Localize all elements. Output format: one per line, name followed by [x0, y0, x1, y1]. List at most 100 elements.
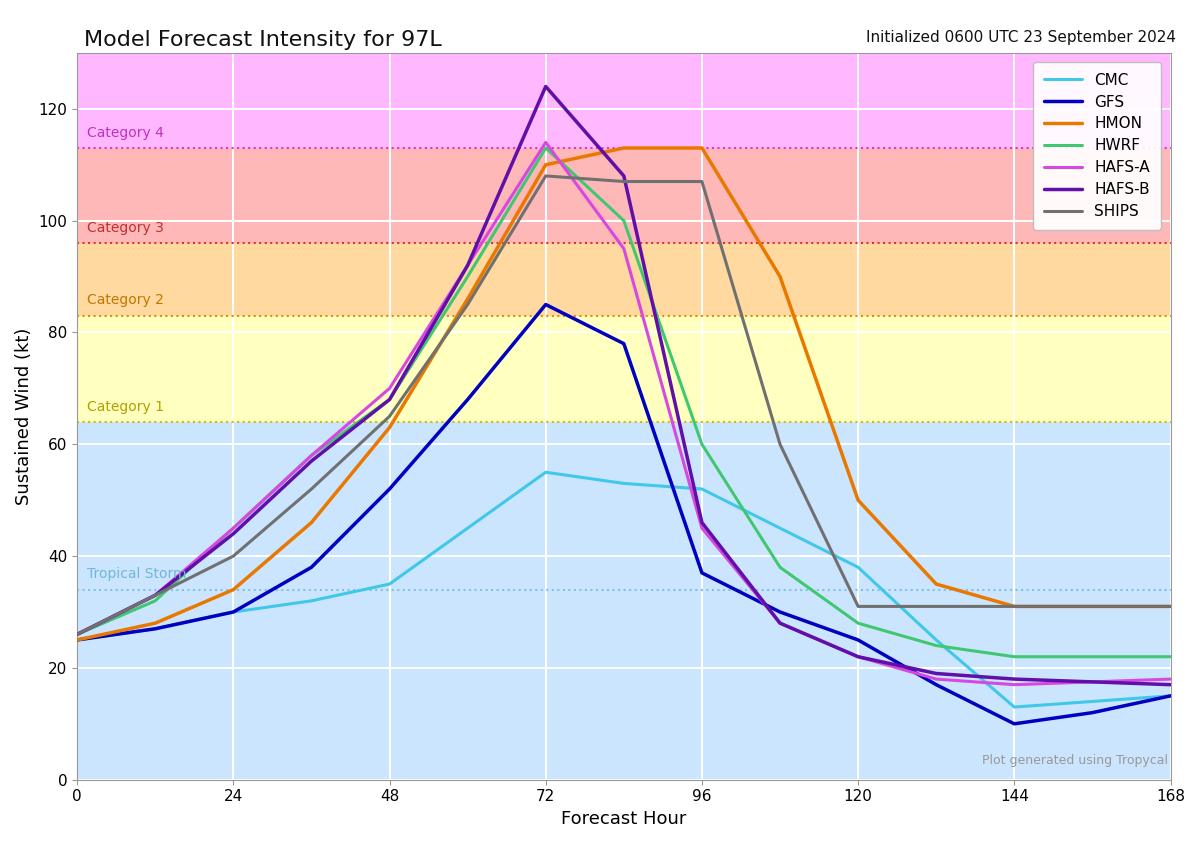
HAFS-B — [148, 590, 162, 600]
Line: HAFS-B: HAFS-B — [77, 87, 1170, 685]
HAFS-B — [773, 618, 787, 628]
HWRF — [383, 395, 397, 405]
HAFS-A — [148, 590, 162, 600]
CMC — [539, 467, 553, 477]
Text: Category 3: Category 3 — [86, 221, 163, 234]
Line: CMC: CMC — [77, 472, 1170, 707]
HAFS-A — [695, 524, 709, 534]
HMON — [929, 579, 943, 589]
Bar — [77, 243, 1170, 315]
HAFS-B — [383, 395, 397, 405]
Text: Model Forecast Intensity for 97L: Model Forecast Intensity for 97L — [84, 30, 442, 50]
HMON — [851, 495, 865, 505]
HAFS-B — [1007, 674, 1021, 685]
Text: Category 4: Category 4 — [86, 126, 163, 140]
HMON — [305, 518, 319, 528]
CMC — [929, 635, 943, 645]
CMC — [148, 624, 162, 634]
HAFS-B — [226, 529, 240, 539]
Line: SHIPS: SHIPS — [77, 176, 1170, 635]
CMC — [617, 478, 631, 488]
SHIPS — [617, 176, 631, 186]
CMC — [70, 635, 84, 645]
HAFS-A — [305, 450, 319, 460]
GFS — [1163, 690, 1177, 701]
HWRF — [773, 562, 787, 572]
Line: HWRF: HWRF — [77, 148, 1170, 657]
Bar — [77, 0, 1170, 148]
Text: Category 2: Category 2 — [86, 293, 163, 308]
CMC — [851, 562, 865, 572]
HMON — [617, 143, 631, 153]
SHIPS — [695, 176, 709, 186]
HWRF — [305, 450, 319, 460]
GFS — [773, 607, 787, 617]
Text: Category 1: Category 1 — [86, 400, 164, 414]
HMON — [539, 159, 553, 169]
GFS — [1085, 707, 1099, 717]
HWRF — [695, 439, 709, 449]
HWRF — [1163, 652, 1177, 662]
GFS — [539, 299, 553, 309]
HMON — [70, 635, 84, 645]
HAFS-B — [305, 456, 319, 466]
GFS — [1007, 719, 1021, 729]
HWRF — [1007, 652, 1021, 662]
GFS — [226, 607, 240, 617]
HAFS-A — [383, 384, 397, 394]
CMC — [773, 524, 787, 534]
HAFS-A — [773, 618, 787, 628]
HMON — [1007, 601, 1021, 611]
HAFS-B — [695, 518, 709, 528]
Line: HAFS-A: HAFS-A — [77, 142, 1170, 685]
GFS — [695, 568, 709, 578]
Bar — [77, 315, 1170, 422]
Line: HMON: HMON — [77, 148, 1170, 640]
Bar — [77, 422, 1170, 589]
SHIPS — [773, 439, 787, 449]
HAFS-B — [539, 82, 553, 92]
GFS — [929, 679, 943, 690]
HAFS-A — [617, 244, 631, 254]
CMC — [695, 484, 709, 494]
HAFS-B — [617, 171, 631, 181]
HAFS-A — [70, 630, 84, 640]
SHIPS — [539, 171, 553, 181]
CMC — [1085, 696, 1099, 706]
GFS — [851, 635, 865, 645]
GFS — [383, 484, 397, 494]
HMON — [148, 618, 162, 628]
Bar — [77, 589, 1170, 780]
HWRF — [617, 216, 631, 226]
SHIPS — [305, 484, 319, 494]
HWRF — [148, 596, 162, 606]
SHIPS — [226, 551, 240, 561]
Text: Initialized 0600 UTC 23 September 2024: Initialized 0600 UTC 23 September 2024 — [866, 30, 1176, 45]
Bar — [77, 148, 1170, 243]
CMC — [461, 524, 475, 534]
HMON — [695, 143, 709, 153]
SHIPS — [1163, 601, 1177, 611]
SHIPS — [851, 601, 865, 611]
CMC — [305, 596, 319, 606]
HWRF — [226, 524, 240, 534]
GFS — [461, 395, 475, 405]
CMC — [226, 607, 240, 617]
HMON — [226, 584, 240, 594]
GFS — [70, 635, 84, 645]
HAFS-A — [539, 137, 553, 148]
SHIPS — [1007, 601, 1021, 611]
HAFS-A — [1163, 674, 1177, 685]
HAFS-B — [851, 652, 865, 662]
X-axis label: Forecast Hour: Forecast Hour — [562, 810, 686, 828]
HAFS-B — [1163, 679, 1177, 690]
CMC — [1007, 702, 1021, 712]
GFS — [148, 624, 162, 634]
HMON — [383, 422, 397, 432]
HAFS-B — [70, 630, 84, 640]
HAFS-A — [461, 260, 475, 271]
SHIPS — [148, 590, 162, 600]
Line: GFS: GFS — [77, 304, 1170, 724]
GFS — [617, 339, 631, 349]
HMON — [1163, 601, 1177, 611]
